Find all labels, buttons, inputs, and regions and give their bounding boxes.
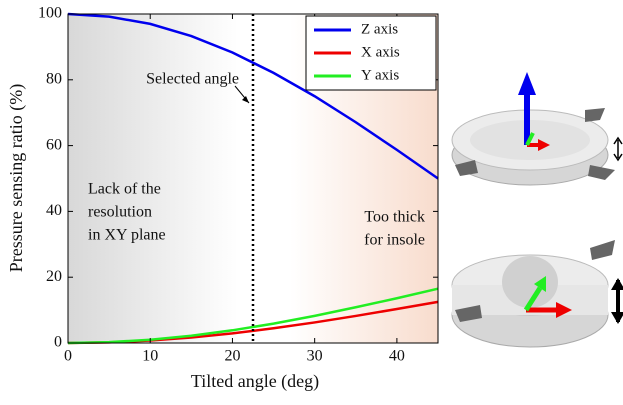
y-tick-label: 40 — [46, 202, 62, 219]
y-tick-label: 20 — [46, 268, 62, 285]
device-top — [452, 72, 622, 185]
x-tick-label: 10 — [142, 348, 158, 365]
annotation: Too thick — [364, 209, 425, 226]
legend-label: X axis — [361, 44, 400, 60]
annotation-arrowhead — [242, 96, 249, 103]
annotation: in XY plane — [88, 227, 166, 244]
annotation: Selected angle — [146, 71, 239, 88]
y-tick-label: 60 — [46, 136, 62, 153]
chart: Tilted angle (deg) Pressure sensing rati… — [0, 0, 623, 400]
y-tick-label: 0 — [54, 334, 62, 351]
shade-left — [68, 14, 238, 343]
y-tick-label: 80 — [46, 70, 62, 87]
annotation: for insole — [364, 232, 425, 249]
y-tick-label: 100 — [38, 5, 62, 22]
legend-label: Z axis — [361, 21, 398, 37]
x-tick-label: 20 — [224, 348, 240, 365]
annotation: Lack of the — [88, 181, 161, 198]
x-tick-label: 40 — [389, 348, 405, 365]
x-tick-label: 0 — [64, 348, 72, 365]
y-axis-label: Pressure sensing ratio (%) — [6, 84, 27, 272]
x-tick-label: 30 — [307, 348, 323, 365]
device-bottom — [452, 240, 623, 347]
annotation: resolution — [88, 204, 152, 221]
x-axis-label: Tilted angle (deg) — [191, 371, 319, 392]
legend-label: Y axis — [361, 67, 399, 83]
